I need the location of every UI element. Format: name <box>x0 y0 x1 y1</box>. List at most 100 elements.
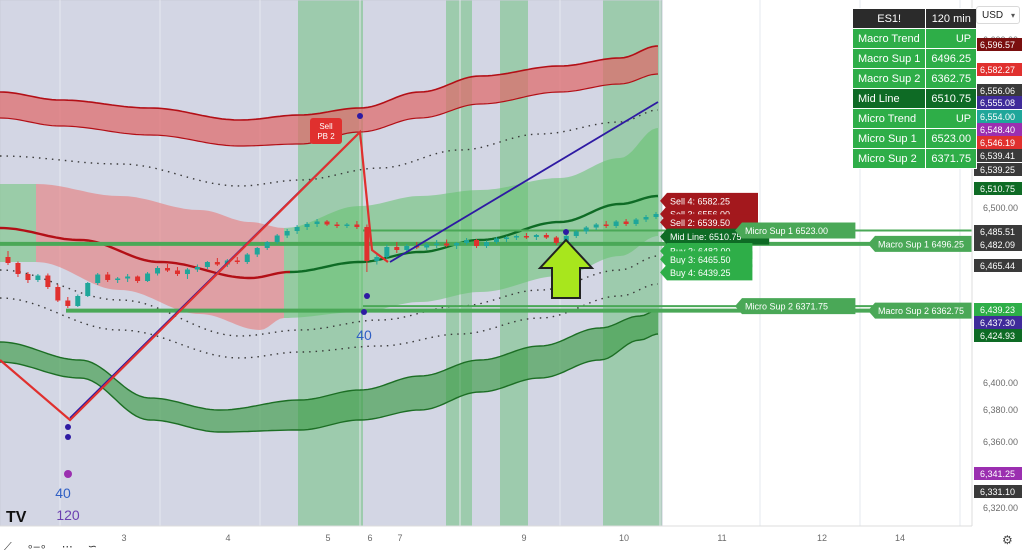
info-label: Macro Trend <box>851 28 927 49</box>
candle <box>165 264 171 272</box>
candle-body <box>513 236 519 238</box>
pivot-marker <box>361 309 367 315</box>
y-tick-label: 6,360.00 <box>983 437 1018 447</box>
candle-body <box>434 243 440 245</box>
info-interval: 120 min <box>925 8 978 29</box>
candle <box>135 275 141 283</box>
info-value: 6496.25 <box>925 48 978 69</box>
curve-tool-icon[interactable]: ∽ <box>87 541 97 553</box>
sell-2-tag-bg <box>660 214 758 231</box>
price-label-bg <box>974 84 1022 97</box>
zigzag-line <box>0 129 389 422</box>
price-label-bg <box>974 110 1022 123</box>
info-row-micro-trend: Micro Trend UP <box>851 108 978 129</box>
price-label: 6,548.40 <box>974 123 1022 136</box>
candle <box>513 234 519 240</box>
pivot-marker <box>357 113 363 119</box>
pivot-marker <box>65 424 71 430</box>
candle <box>533 234 539 240</box>
micro-sup-2-tag: Micro Sup 2 6371.75 <box>735 298 856 315</box>
price-label: 6,555.08 <box>974 96 1022 109</box>
trend-tool-icon[interactable]: ⟋ <box>4 541 12 553</box>
price-label-bg <box>974 329 1022 342</box>
candle <box>115 277 121 283</box>
price-label-text: 6,546.19 <box>980 138 1015 148</box>
candle <box>75 294 81 307</box>
info-row-macro-sup-1: Macro Sup 1 6496.25 <box>851 48 978 69</box>
candle <box>25 272 31 283</box>
price-label: 6,465.44 <box>974 259 1022 272</box>
sell-2-tag: Sell 2: 6539.50 <box>660 214 758 231</box>
currency-selector[interactable]: USD ▾ <box>976 6 1020 24</box>
candle-body <box>204 262 210 267</box>
count-40-label: 40 <box>356 327 372 343</box>
price-label-text: 6,556.06 <box>980 86 1015 96</box>
lower-band-bottom-line <box>0 333 659 433</box>
candle-body <box>503 237 509 239</box>
price-label-text: 6,485.51 <box>980 227 1015 237</box>
price-label-text: 6,439.23 <box>980 305 1015 315</box>
sell-4-tag-text: Sell 4: 6582.25 <box>670 196 730 206</box>
candle-body <box>95 274 101 283</box>
price-label-bg <box>974 467 1022 480</box>
candle-body <box>384 247 390 257</box>
y-tick-label: 6,500.00 <box>983 203 1018 213</box>
candle-body <box>583 227 589 232</box>
price-label-text: 6,548.40 <box>980 125 1015 135</box>
buy-3-tag-text: Buy 3: 6465.50 <box>670 255 731 265</box>
candle <box>304 222 310 230</box>
price-label-text: 6,341.25 <box>980 469 1015 479</box>
candle <box>354 221 360 229</box>
price-label-text: 6,424.93 <box>980 331 1015 341</box>
candle <box>45 273 51 289</box>
candle-body <box>653 214 659 217</box>
price-label-text: 6,539.25 <box>980 165 1015 175</box>
sell-4-tag: Sell 4: 6582.25 <box>660 192 758 209</box>
candle <box>384 244 390 259</box>
candle-body <box>194 267 200 270</box>
micro-sup-1-tag: Micro Sup 1 6523.00 <box>735 222 856 239</box>
measure-tool-icon[interactable]: ⋯ <box>61 541 73 553</box>
candle <box>593 223 599 230</box>
candle-body <box>304 224 310 227</box>
candle-body <box>45 275 51 287</box>
macro-sup-1-tag-bg <box>868 235 989 252</box>
candle <box>264 241 270 250</box>
candle-body <box>593 224 599 228</box>
price-label-bg <box>974 163 1022 176</box>
candle-body <box>155 268 161 274</box>
price-label: 6,554.00 <box>974 110 1022 123</box>
price-label-bg <box>974 303 1022 316</box>
candle-body <box>374 257 380 261</box>
candle <box>15 261 21 277</box>
micro-sup-1-tag-text: Micro Sup 1 6523.00 <box>745 226 828 236</box>
micro-sup-2-tag-bg <box>735 298 856 315</box>
price-label-bg <box>974 259 1022 272</box>
micro-sup-2-tag-text: Micro Sup 2 6371.75 <box>745 302 828 312</box>
candle <box>214 258 220 266</box>
trend-line-b <box>389 101 659 263</box>
price-label: 6,510.75 <box>974 182 1022 195</box>
x-tick-label: 11 <box>717 533 726 543</box>
path-tool-icon[interactable]: ∘–∘ <box>26 541 47 553</box>
price-label-text: 6,596.57 <box>980 40 1015 50</box>
candle-body <box>5 257 11 263</box>
price-label: 6,556.06 <box>974 84 1022 97</box>
price-label-bg <box>974 136 1022 149</box>
candle-body <box>234 260 240 262</box>
candle <box>35 274 41 282</box>
buy-4-tag-bg <box>660 264 753 281</box>
price-label-bg <box>974 182 1022 195</box>
candle <box>204 261 210 269</box>
info-value: 6371.75 <box>925 148 978 169</box>
candle <box>145 272 151 282</box>
gear-icon[interactable]: ⚙ <box>1002 533 1013 547</box>
time-axis-bg <box>0 526 1024 554</box>
currency-label: USD <box>982 10 1004 21</box>
price-label: 6,439.23 <box>974 303 1022 316</box>
candle-body <box>85 283 91 296</box>
candle <box>583 226 589 234</box>
candle-body <box>523 236 529 238</box>
